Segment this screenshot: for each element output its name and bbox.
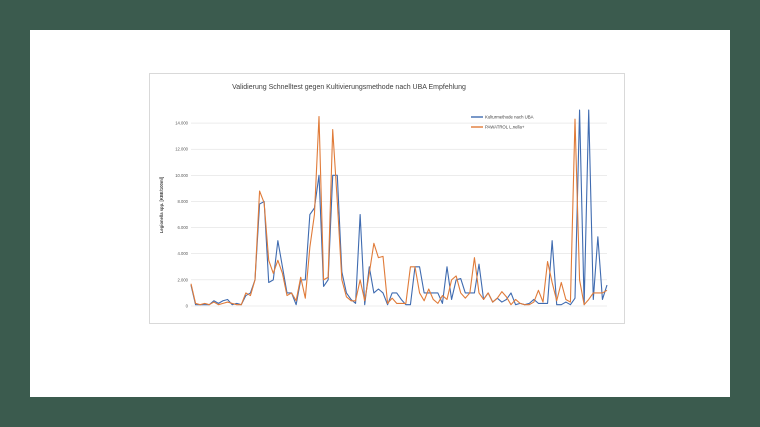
y-tick-label: 10.000 bbox=[175, 173, 188, 178]
series-line-pawatrol bbox=[190, 115, 608, 306]
y-tick-label: 6.000 bbox=[178, 225, 189, 230]
slide: Validierung Schnelltest gegen Kultivieru… bbox=[30, 30, 730, 397]
y-tick-label: 0 bbox=[186, 304, 189, 309]
y-tick-label: 12.000 bbox=[175, 147, 188, 152]
y-axis-label: Legionella spp. [KBE/100ml] bbox=[159, 176, 164, 233]
chart-frame: Validierung Schnelltest gegen Kultivieru… bbox=[149, 73, 625, 324]
legend: Kulturmethode nach UBA PAWATROL L.nella+ bbox=[471, 115, 534, 130]
y-tick-label: 4.000 bbox=[178, 251, 189, 256]
y-tick-label: 2.000 bbox=[178, 277, 189, 282]
y-tick-label: 14.000 bbox=[175, 121, 188, 126]
line-chart: Validierung Schnelltest gegen Kultivieru… bbox=[159, 84, 608, 309]
gridlines bbox=[191, 122, 607, 307]
y-tick-label: 8.000 bbox=[178, 199, 189, 204]
legend-label-kulturmethode: Kulturmethode nach UBA bbox=[485, 115, 534, 120]
legend-label-pawatrol: PAWATROL L.nella+ bbox=[485, 125, 525, 130]
series-lines bbox=[190, 109, 608, 306]
y-tick-labels: 0 2.000 4.000 6.000 8.000 10.000 12.000 14.000 bbox=[175, 121, 188, 309]
chart-title: Validierung Schnelltest gegen Kultivieru… bbox=[232, 84, 466, 91]
series-line-kulturmethode bbox=[190, 109, 608, 306]
